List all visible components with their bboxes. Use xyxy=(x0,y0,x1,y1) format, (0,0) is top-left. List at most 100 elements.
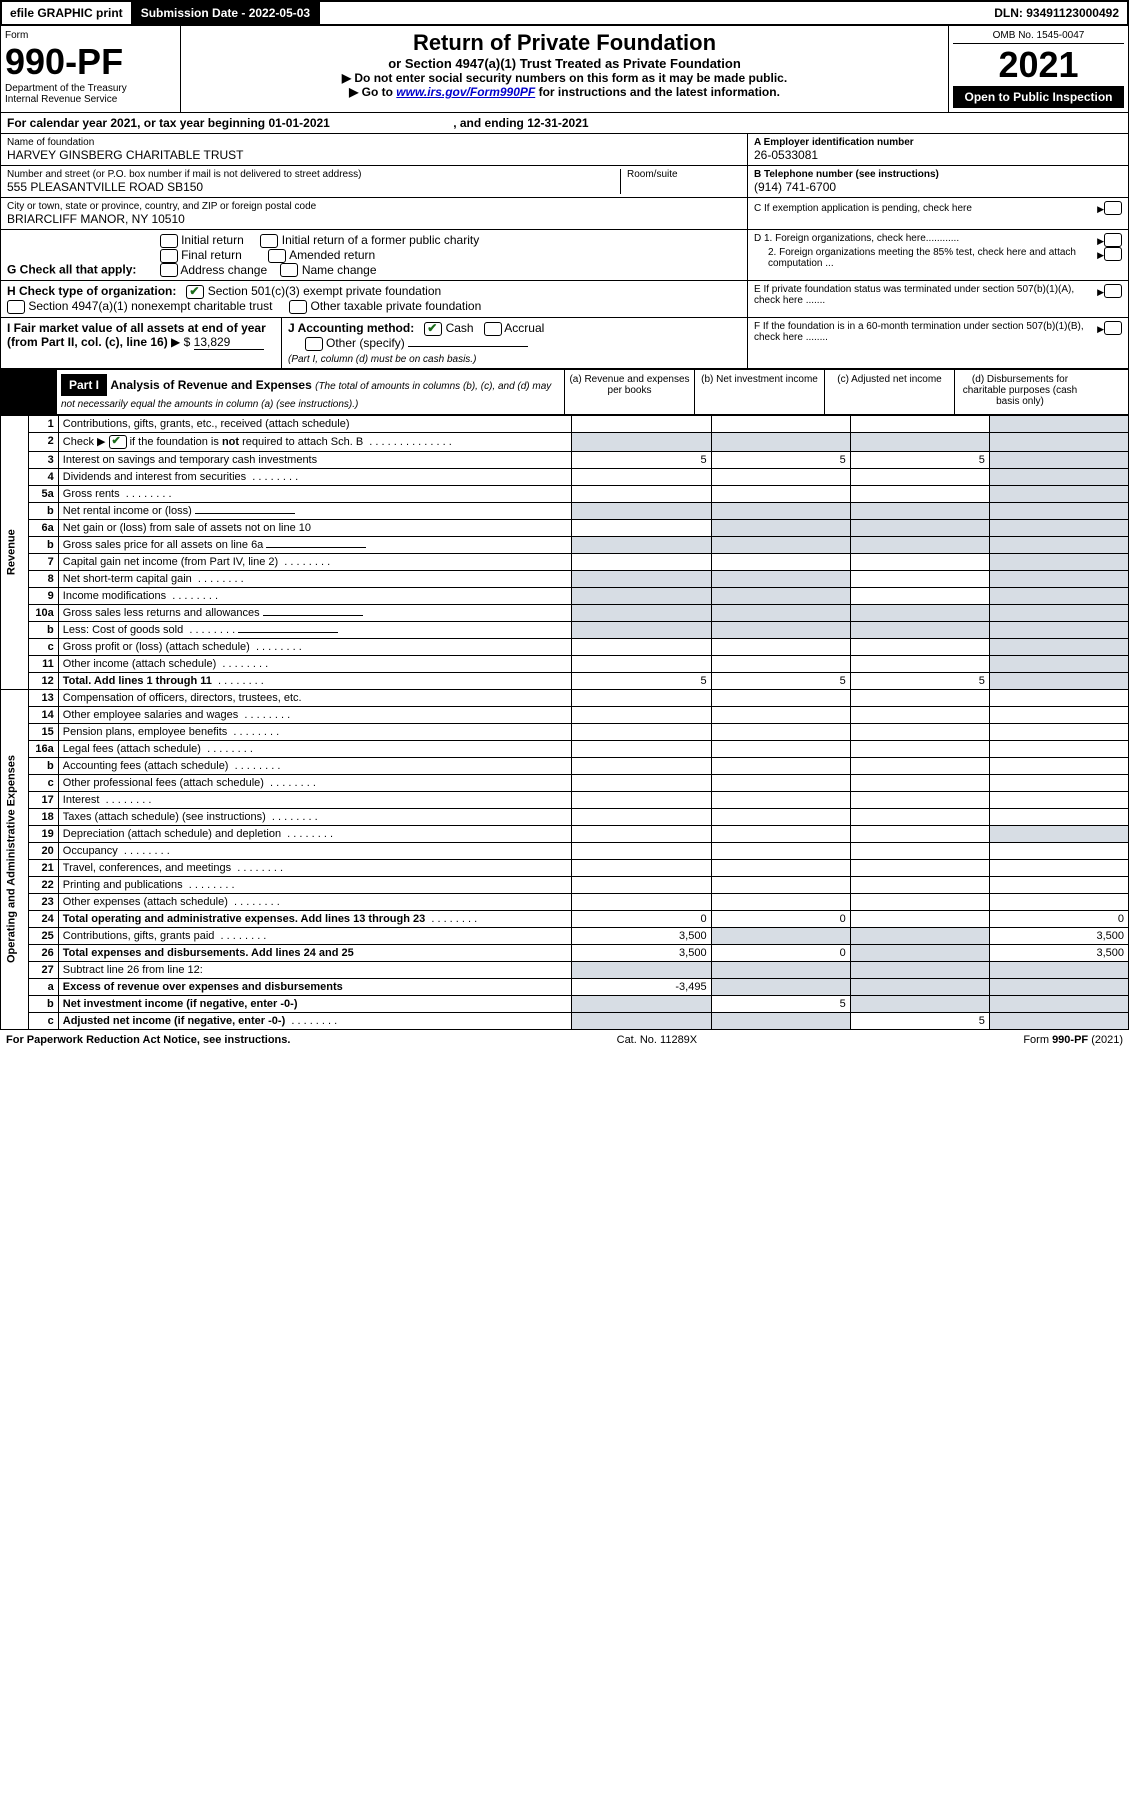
amount-cell: 5 xyxy=(572,451,711,468)
checkbox-amended[interactable] xyxy=(268,249,286,263)
amount-cell xyxy=(572,570,711,587)
checkbox-name-change[interactable] xyxy=(280,263,298,277)
checkbox-other-taxable[interactable] xyxy=(289,300,307,314)
checkbox-initial[interactable] xyxy=(160,234,178,248)
amount-cell xyxy=(850,825,989,842)
table-row: 4Dividends and interest from securities … xyxy=(1,468,1129,485)
amount-cell xyxy=(850,536,989,553)
form-title: Return of Private Foundation xyxy=(189,30,940,56)
table-row: cGross profit or (loss) (attach schedule… xyxy=(1,638,1129,655)
amount-cell xyxy=(850,859,989,876)
line-number: 6a xyxy=(28,519,58,536)
form-header: Form 990-PF Department of the Treasury I… xyxy=(0,26,1129,113)
amount-cell xyxy=(850,893,989,910)
instr2-post: for instructions and the latest informat… xyxy=(539,85,780,99)
amount-cell xyxy=(711,808,850,825)
checkbox-d1[interactable] xyxy=(1104,233,1122,247)
amount-cell xyxy=(989,638,1128,655)
checkbox-4947[interactable] xyxy=(7,300,25,314)
table-row: bAccounting fees (attach schedule) . . .… xyxy=(1,757,1129,774)
irs-label: Internal Revenue Service xyxy=(5,94,176,105)
amount-cell xyxy=(572,791,711,808)
checkbox-c[interactable] xyxy=(1104,201,1122,215)
line-description: Less: Cost of goods sold . . . . . . . . xyxy=(58,621,572,638)
amount-cell xyxy=(711,415,850,432)
checkbox-sch-b[interactable] xyxy=(109,435,127,449)
line-description: Gross rents . . . . . . . . xyxy=(58,485,572,502)
i-j-f-row: I Fair market value of all assets at end… xyxy=(0,318,1129,369)
amount-cell xyxy=(850,791,989,808)
line-number: b xyxy=(28,536,58,553)
amount-cell: 0 xyxy=(989,910,1128,927)
table-row: 16aLegal fees (attach schedule) . . . . … xyxy=(1,740,1129,757)
period-begin: 01-01-2021 xyxy=(268,116,329,130)
line-number: 11 xyxy=(28,655,58,672)
amount-cell xyxy=(711,723,850,740)
table-row: 14Other employee salaries and wages . . … xyxy=(1,706,1129,723)
checkbox-final[interactable] xyxy=(160,249,178,263)
line-description: Total operating and administrative expen… xyxy=(58,910,572,927)
amount-cell xyxy=(711,468,850,485)
amount-cell xyxy=(989,791,1128,808)
amount-cell xyxy=(850,978,989,995)
amount-cell xyxy=(989,978,1128,995)
amount-cell xyxy=(989,451,1128,468)
checkbox-e[interactable] xyxy=(1104,284,1122,298)
amount-cell: 5 xyxy=(711,451,850,468)
table-row: 23Other expenses (attach schedule) . . .… xyxy=(1,893,1129,910)
room-label: Room/suite xyxy=(627,169,741,180)
checkbox-accrual[interactable] xyxy=(484,322,502,336)
line-description: Depreciation (attach schedule) and deple… xyxy=(58,825,572,842)
g-label: G Check all that apply: xyxy=(7,263,136,277)
checkbox-other-method[interactable] xyxy=(305,337,323,351)
amount-cell xyxy=(572,842,711,859)
amount-cell xyxy=(711,774,850,791)
part1-header: Part I Analysis of Revenue and Expenses … xyxy=(0,369,1129,415)
d1-label: D 1. Foreign organizations, check here..… xyxy=(754,233,1097,247)
line-description: Dividends and interest from securities .… xyxy=(58,468,572,485)
h-opt-2: Section 4947(a)(1) nonexempt charitable … xyxy=(28,299,272,313)
line-number: 7 xyxy=(28,553,58,570)
line-number: 4 xyxy=(28,468,58,485)
checkbox-501c3[interactable] xyxy=(186,285,204,299)
amount-cell xyxy=(711,689,850,706)
h-e-row: H Check type of organization: Section 50… xyxy=(0,281,1129,318)
amount-cell xyxy=(711,757,850,774)
checkbox-addr-change[interactable] xyxy=(160,263,178,277)
amount-cell xyxy=(711,655,850,672)
form-subtitle: or Section 4947(a)(1) Trust Treated as P… xyxy=(189,56,940,71)
table-row: 19Depreciation (attach schedule) and dep… xyxy=(1,825,1129,842)
checkbox-d2[interactable] xyxy=(1104,247,1122,261)
amount-cell xyxy=(572,468,711,485)
g-opt-1: Initial return of a former public charit… xyxy=(282,233,479,247)
h-opt-3: Other taxable private foundation xyxy=(311,299,482,313)
checkbox-initial-former[interactable] xyxy=(260,234,278,248)
amount-cell xyxy=(711,859,850,876)
g-opt-0: Initial return xyxy=(181,233,244,247)
line-number: 25 xyxy=(28,927,58,944)
amount-cell xyxy=(711,978,850,995)
table-row: 25Contributions, gifts, grants paid . . … xyxy=(1,927,1129,944)
amount-cell xyxy=(989,485,1128,502)
j-other: Other (specify) xyxy=(326,336,405,350)
form-number: 990-PF xyxy=(5,41,176,83)
amount-cell xyxy=(572,502,711,519)
line-number: 24 xyxy=(28,910,58,927)
amount-cell xyxy=(850,432,989,451)
addr-label: Number and street (or P.O. box number if… xyxy=(7,169,620,180)
checkbox-f[interactable] xyxy=(1104,321,1122,335)
j-cash: Cash xyxy=(446,321,474,335)
amount-cell xyxy=(989,808,1128,825)
amount-cell: 0 xyxy=(572,910,711,927)
table-row: 26Total expenses and disbursements. Add … xyxy=(1,944,1129,961)
checkbox-cash[interactable] xyxy=(424,322,442,336)
line-number: 13 xyxy=(28,689,58,706)
line-description: Gross sales price for all assets on line… xyxy=(58,536,572,553)
amount-cell xyxy=(989,893,1128,910)
amount-cell xyxy=(850,519,989,536)
line-description: Gross profit or (loss) (attach schedule)… xyxy=(58,638,572,655)
tax-period-row: For calendar year 2021, or tax year begi… xyxy=(0,113,1129,134)
dept-label: Department of the Treasury xyxy=(5,83,176,94)
irs-link[interactable]: www.irs.gov/Form990PF xyxy=(396,85,535,99)
col-b-header: (b) Net investment income xyxy=(695,370,825,414)
